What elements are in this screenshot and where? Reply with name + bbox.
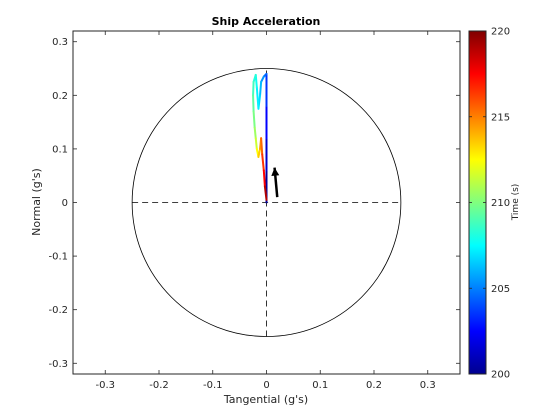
colorbar-ticks: 200 205 210 215 220 [469, 27, 510, 381]
trajectory-layer [252, 72, 268, 204]
trajectory-segment [260, 137, 264, 156]
x-tick-label: -0.1 [203, 380, 223, 391]
chart-title: Ship Acceleration [212, 15, 321, 28]
y-axis-ticks: -0.3 -0.2 -0.1 0 0.1 0.2 0.3 [48, 37, 460, 370]
trajectory-segment [253, 126, 257, 140]
colorbar-tick-label: 215 [491, 112, 510, 123]
trajectory-segment [252, 94, 255, 113]
trajectory-segment [252, 80, 255, 97]
colorbar-tick-label: 200 [491, 370, 510, 381]
trajectory-segment [255, 86, 260, 110]
trajectory-segment [257, 147, 262, 158]
trajectory-segment [261, 153, 265, 172]
y-axis-label: Normal (g's) [30, 168, 43, 236]
y-tick-label: -0.3 [48, 359, 68, 370]
y-tick-label: 0.1 [52, 144, 68, 155]
colorbar-tick-label: 220 [491, 27, 510, 38]
x-tick-label: 0 [263, 380, 269, 391]
y-tick-label: 0 [62, 198, 68, 209]
y-tick-label: -0.1 [48, 252, 68, 263]
y-tick-label: 0.3 [52, 37, 68, 48]
direction-arrow-head [271, 167, 280, 176]
x-tick-label: -0.2 [149, 380, 169, 391]
trajectory-segment [252, 73, 257, 83]
colorbar-tick-label: 205 [491, 284, 510, 295]
y-tick-label: 0.2 [52, 91, 68, 102]
trajectory-segment [263, 185, 268, 201]
trajectory-segment [262, 169, 266, 188]
x-tick-label: 0.2 [366, 380, 382, 391]
colorbar-label: Time (s) [511, 184, 521, 222]
x-axis-ticks: -0.3 -0.2 -0.1 0 0.1 0.2 0.3 [95, 31, 436, 391]
x-tick-label: 0.3 [420, 380, 436, 391]
x-tick-label: -0.3 [95, 380, 115, 391]
y-tick-label: -0.2 [48, 305, 68, 316]
trajectory-segment [254, 137, 258, 150]
colorbar-tick-label: 210 [491, 198, 510, 209]
trajectory-segment [259, 80, 263, 97]
direction-arrow-layer [271, 167, 280, 198]
x-axis-label: Tangential (g's) [223, 393, 308, 406]
x-tick-label: 0.1 [312, 380, 328, 391]
trajectory-segment [252, 110, 256, 129]
